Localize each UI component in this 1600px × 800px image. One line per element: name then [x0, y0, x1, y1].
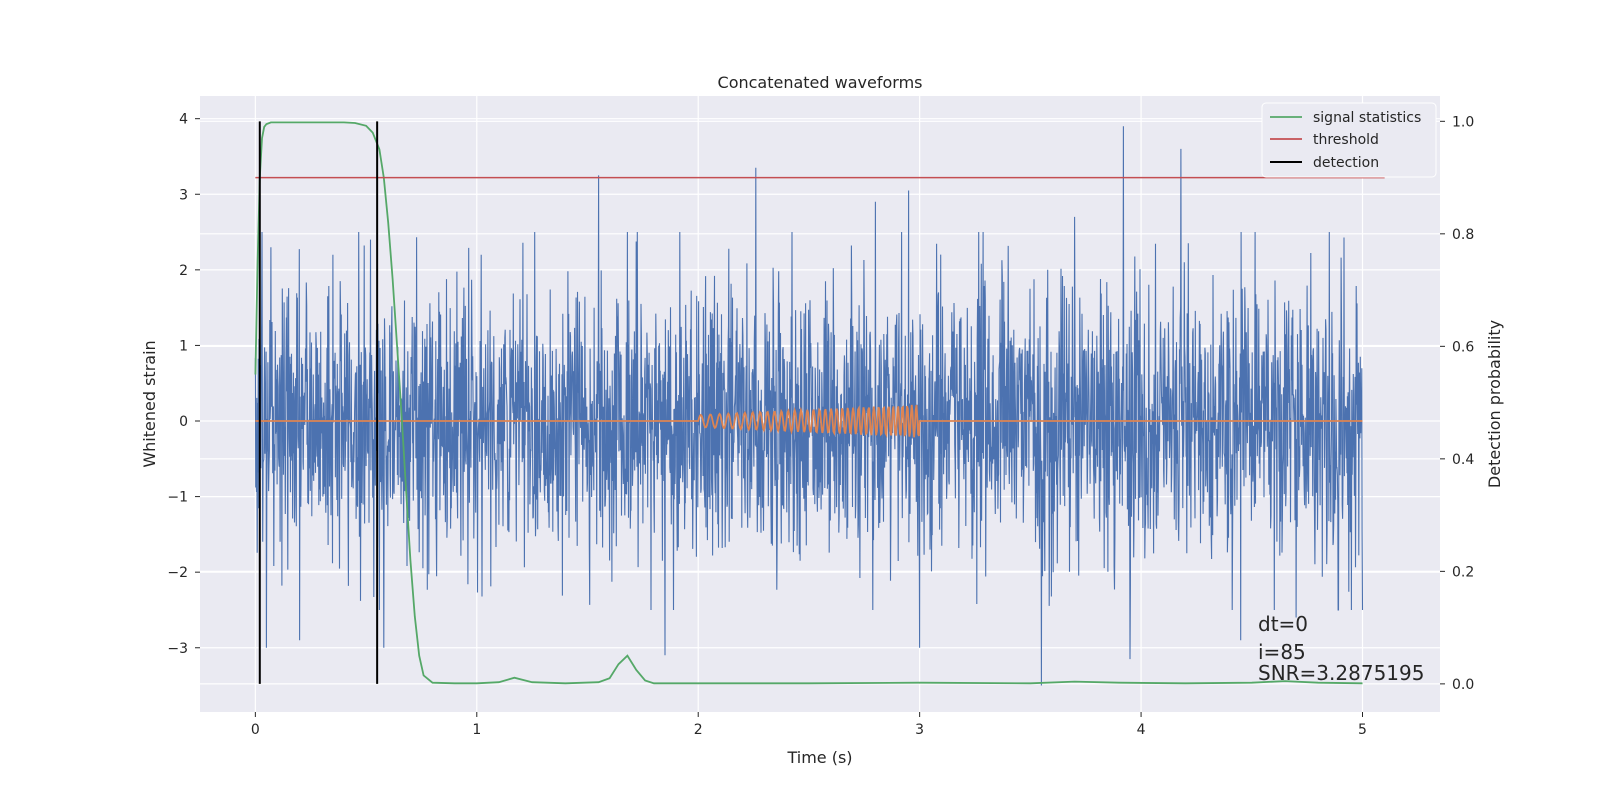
- y-tick-label: −1: [167, 490, 188, 506]
- y-right-tick-label: 0.6: [1452, 339, 1474, 355]
- x-tick-label: 4: [1137, 722, 1146, 738]
- signal-statistics-line: [254, 121, 1363, 685]
- y-tick-label: 0: [179, 414, 188, 430]
- x-tick-label: 2: [694, 722, 703, 738]
- y-axis-right-title: Detection probability: [1485, 320, 1504, 488]
- y-tick-label: 2: [179, 263, 188, 279]
- y-tick-label: −3: [167, 641, 188, 657]
- y-right-tick-label: 0.2: [1452, 564, 1474, 580]
- y-right-tick-label: 0.8: [1452, 227, 1474, 243]
- y-tick-label: 3: [179, 187, 188, 203]
- legend-label-threshold: threshold: [1313, 132, 1379, 148]
- y-right-tick-label: 0.0: [1452, 677, 1474, 693]
- injected-chirp-line: [255, 404, 1363, 439]
- y-tick-label: 4: [179, 112, 188, 128]
- chart-title: Concatenated waveforms: [718, 73, 923, 92]
- x-axis-title: Time (s): [786, 748, 852, 767]
- data-layer: [254, 121, 1364, 686]
- axes: 0 1 2 3 4 5 4 3 2 1 0 −1 −2 −3 1.0 0.8 0.6 0.4 0.2 0.0: [167, 112, 1474, 738]
- x-tick-label: 1: [472, 722, 481, 738]
- annotation-dt: dt=0: [1258, 612, 1308, 636]
- y-right-tick-label: 0.4: [1452, 452, 1474, 468]
- x-tick-label: 3: [915, 722, 924, 738]
- y-tick-label: −2: [167, 565, 188, 581]
- y-right-tick-label: 1.0: [1452, 114, 1474, 130]
- legend-box: [1261, 102, 1437, 178]
- legend-label-detection: detection: [1313, 155, 1379, 171]
- annotation-snr: SNR=3.2875195: [1258, 661, 1424, 685]
- legend-label-statistics: signal statistics: [1313, 110, 1421, 126]
- legend: signal statistics threshold detection: [1261, 102, 1437, 178]
- annotation-index: i=85: [1258, 640, 1306, 664]
- x-tick-label: 0: [251, 722, 260, 738]
- y-axis-title: Whitened strain: [140, 340, 159, 467]
- y-tick-label: 1: [179, 338, 188, 354]
- x-tick-label: 5: [1358, 722, 1367, 738]
- strain-noise-line: [254, 126, 1364, 686]
